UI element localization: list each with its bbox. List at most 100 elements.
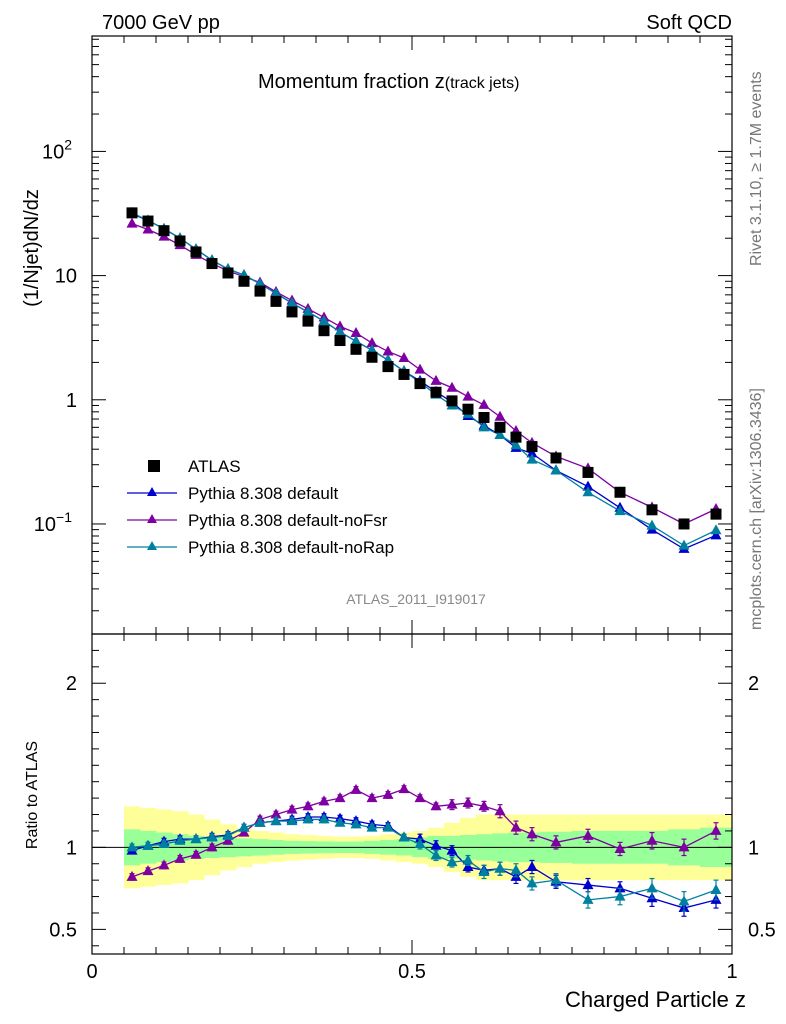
ratio-point xyxy=(206,831,218,842)
series-point xyxy=(126,217,138,228)
legend-label-atlas: ATLAS xyxy=(188,457,241,476)
ratio-point xyxy=(158,859,170,870)
ratio-point xyxy=(302,800,314,811)
ratio-axis-ticks: 0.5 0.5 1 1 2 2 xyxy=(49,649,776,947)
ratio-point xyxy=(710,824,722,835)
series-point xyxy=(678,539,690,550)
main-series xyxy=(126,206,722,553)
ratio-tick-label-right: 2 xyxy=(748,673,759,695)
data-point xyxy=(494,421,506,433)
legend-marker-nofsr xyxy=(147,514,157,523)
ratio-point xyxy=(350,783,362,794)
x-tick-label: 1 xyxy=(726,961,737,983)
series-point xyxy=(446,381,458,392)
data-point xyxy=(238,275,250,287)
plot-title: Momentum fraction z(track jets) xyxy=(258,71,519,93)
data-point xyxy=(142,215,154,227)
ratio-point xyxy=(430,839,442,850)
data-point xyxy=(678,518,690,530)
x-axis-label: Charged Particle z xyxy=(565,987,746,1012)
ratio-point xyxy=(478,800,490,811)
ratio-tick-label-right: 1 xyxy=(748,837,759,859)
series-point xyxy=(646,519,658,530)
ratio-point xyxy=(382,821,394,832)
x-tick-label: 0 xyxy=(86,961,97,983)
ratio-point xyxy=(446,856,458,867)
series-point xyxy=(398,352,410,363)
ratio-point xyxy=(366,792,378,803)
ratio-point xyxy=(142,865,154,876)
ratio-point xyxy=(270,815,282,826)
legend-label-nofsr: Pythia 8.308 default-noFsr xyxy=(188,511,388,530)
data-point xyxy=(398,368,410,380)
series-point xyxy=(270,287,282,298)
ratio-point xyxy=(582,879,594,890)
ratio-panel: 0.5 0.51 12 2 0 0.5 1 Ratio to ATLAS Charged … xyxy=(24,633,776,1012)
series-point xyxy=(254,277,266,288)
rivet-version-label: Rivet 3.1.10, ≥ 1.7M events xyxy=(748,71,765,266)
y-axis-label: (1/Njet)dN/dz xyxy=(21,189,43,307)
legend-label-default: Pythia 8.308 default xyxy=(188,484,339,503)
data-point xyxy=(270,295,282,307)
ratio-point xyxy=(142,839,154,850)
ratio-series-1 xyxy=(126,783,722,881)
ratio-point xyxy=(462,797,474,808)
legend-entry-default: Pythia 8.308 default xyxy=(127,484,339,503)
data-point xyxy=(446,395,458,407)
ratio-point xyxy=(646,834,658,845)
data-point xyxy=(510,431,522,443)
ratio-point xyxy=(334,792,346,803)
data-point xyxy=(382,361,394,373)
x-axis-ticks-main xyxy=(91,36,733,634)
data-point xyxy=(286,306,298,318)
mcplots-source-label: mcplots.cern.ch [arXiv:1306.3436] xyxy=(748,388,765,630)
legend-marker-default xyxy=(147,487,157,496)
ratio-tick-label: 0.5 xyxy=(49,919,77,941)
ratio-point xyxy=(550,836,562,847)
data-point xyxy=(302,315,314,327)
legend-entry-nofsr: Pythia 8.308 default-noFsr xyxy=(127,511,388,530)
series-point xyxy=(366,344,378,355)
ratio-point xyxy=(254,816,266,827)
data-point xyxy=(582,466,594,478)
ratio-point xyxy=(614,842,626,853)
series-line xyxy=(131,223,717,525)
atlas-data xyxy=(126,207,722,530)
ratio-point xyxy=(582,829,594,840)
ratio-point xyxy=(366,821,378,832)
ratio-point xyxy=(238,821,250,832)
ratio-point xyxy=(174,852,186,863)
series-point xyxy=(494,429,506,440)
data-point xyxy=(158,225,170,237)
ratio-tick-label: 1 xyxy=(66,837,77,859)
data-point xyxy=(710,508,722,520)
ratio-point xyxy=(398,783,410,794)
ratio-point xyxy=(646,882,658,893)
ratio-point xyxy=(510,821,522,832)
ratio-point xyxy=(446,844,458,855)
series-point xyxy=(350,335,362,346)
ratio-point xyxy=(494,862,506,873)
ratio-point xyxy=(190,848,202,859)
ratio-point xyxy=(710,884,722,894)
x-tick-label: 0.5 xyxy=(398,961,426,983)
data-point xyxy=(350,343,362,355)
ratio-point xyxy=(318,795,330,806)
data-point xyxy=(550,452,562,464)
data-point xyxy=(190,246,202,258)
ratio-point xyxy=(494,805,506,816)
series-point xyxy=(302,305,314,316)
series-point xyxy=(582,480,594,491)
header-right: Soft QCD xyxy=(646,12,732,34)
series-point xyxy=(366,337,378,348)
data-point xyxy=(430,386,442,398)
ratio-y-label: Ratio to ATLAS xyxy=(24,741,41,849)
ratio-point xyxy=(302,813,314,824)
ratio-point xyxy=(126,841,138,852)
ratio-point xyxy=(614,890,626,901)
ratio-point xyxy=(318,813,330,824)
data-point xyxy=(478,412,490,424)
series-point xyxy=(318,315,330,326)
ratio-point xyxy=(430,800,442,811)
